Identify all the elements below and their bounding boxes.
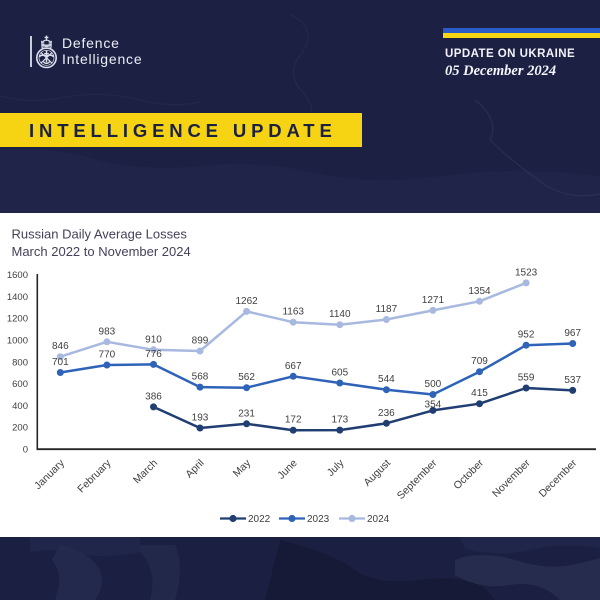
svg-text:0: 0 <box>23 445 28 456</box>
svg-text:800: 800 <box>12 357 28 368</box>
svg-text:910: 910 <box>145 334 162 345</box>
svg-text:600: 600 <box>12 379 28 390</box>
svg-text:1523: 1523 <box>515 267 538 278</box>
svg-text:701: 701 <box>52 357 69 368</box>
svg-text:568: 568 <box>192 372 209 383</box>
svg-text:January: January <box>32 457 67 492</box>
svg-text:1200: 1200 <box>7 314 28 325</box>
svg-text:1187: 1187 <box>376 304 398 315</box>
svg-text:172: 172 <box>285 415 302 426</box>
svg-text:709: 709 <box>471 356 488 367</box>
svg-text:1000: 1000 <box>7 335 28 346</box>
svg-text:December: December <box>537 457 580 500</box>
svg-text:March 2022 to November 2024: March 2022 to November 2024 <box>12 244 191 259</box>
svg-text:415: 415 <box>471 388 488 399</box>
svg-text:August: August <box>361 457 393 489</box>
svg-text:March: March <box>131 457 160 486</box>
svg-text:1140: 1140 <box>329 309 351 320</box>
svg-text:June: June <box>275 457 300 482</box>
svg-text:354: 354 <box>425 400 442 411</box>
svg-text:899: 899 <box>192 336 209 347</box>
svg-text:Russian Daily Average Losses: Russian Daily Average Losses <box>12 227 188 242</box>
svg-text:193: 193 <box>192 413 209 424</box>
svg-text:770: 770 <box>99 350 116 361</box>
svg-text:173: 173 <box>331 415 348 426</box>
svg-text:2024: 2024 <box>367 514 390 525</box>
svg-text:559: 559 <box>518 373 535 384</box>
svg-text:October: October <box>451 457 486 492</box>
svg-text:983: 983 <box>99 326 116 337</box>
svg-text:400: 400 <box>12 401 28 412</box>
svg-text:November: November <box>490 457 533 500</box>
svg-text:952: 952 <box>518 330 535 341</box>
svg-text:February: February <box>75 457 114 496</box>
svg-text:1271: 1271 <box>422 295 445 306</box>
svg-text:September: September <box>395 457 440 502</box>
svg-text:1354: 1354 <box>468 286 491 297</box>
svg-text:544: 544 <box>378 374 395 385</box>
svg-text:967: 967 <box>564 328 581 339</box>
svg-text:605: 605 <box>331 368 348 379</box>
svg-text:200: 200 <box>12 423 28 434</box>
svg-text:2022: 2022 <box>248 514 271 525</box>
svg-text:667: 667 <box>285 361 302 372</box>
svg-text:July: July <box>325 457 347 479</box>
svg-text:1262: 1262 <box>235 296 258 307</box>
svg-text:537: 537 <box>564 375 581 386</box>
svg-text:386: 386 <box>145 391 162 402</box>
svg-text:236: 236 <box>378 408 395 419</box>
svg-text:776: 776 <box>145 349 162 360</box>
svg-text:May: May <box>231 457 254 480</box>
svg-text:2023: 2023 <box>307 514 330 525</box>
svg-text:April: April <box>183 457 206 480</box>
svg-text:231: 231 <box>238 408 255 419</box>
svg-text:562: 562 <box>238 372 255 383</box>
svg-text:846: 846 <box>52 341 69 352</box>
svg-text:500: 500 <box>425 379 442 390</box>
svg-text:1600: 1600 <box>7 270 28 281</box>
svg-text:1163: 1163 <box>282 307 304 318</box>
svg-text:1400: 1400 <box>7 292 28 303</box>
